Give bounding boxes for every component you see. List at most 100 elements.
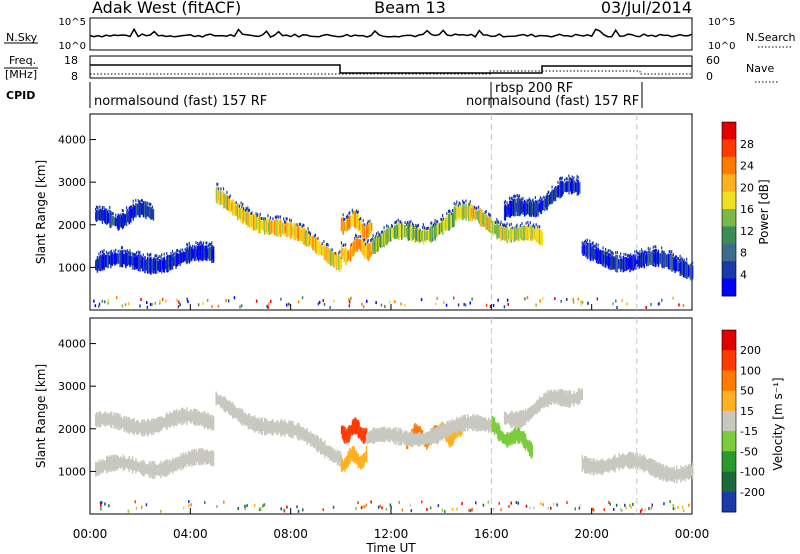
- power-trace-mark: [651, 251, 653, 265]
- power-trace-mark: [551, 189, 553, 204]
- power-trace-edge: [421, 226, 424, 230]
- power-trace-mark: [109, 255, 111, 264]
- power-trace-edge: [539, 225, 541, 229]
- velocity-trace-mark: [472, 414, 474, 431]
- power-trace-mark: [331, 252, 334, 265]
- power-trace-mark: [165, 260, 167, 269]
- power-trace-edge: [432, 224, 434, 227]
- power-trace-edge: [568, 174, 570, 178]
- velocity-trace-mark: [344, 426, 346, 444]
- velocity-trace-mark: [585, 456, 587, 474]
- velocity-trace-mark: [115, 416, 117, 426]
- velocity-trace-mark: [220, 394, 222, 409]
- velocity-trace-mark: [241, 408, 243, 426]
- power-trace-edge: [199, 241, 201, 245]
- velocity-trace-mark: [568, 390, 570, 408]
- velocity-trace-mark: [146, 423, 148, 432]
- nave-tick-top: 60: [706, 54, 720, 67]
- velocity-trace-mark: [692, 462, 694, 479]
- power-trace-mark: [565, 181, 568, 193]
- power-trace-mark: [634, 254, 636, 270]
- velocity-trace-mark: [193, 449, 196, 466]
- velocity-ytick-label: 2000: [58, 423, 86, 436]
- velocity-trace-mark: [139, 423, 141, 433]
- velocity-trace-mark: [544, 392, 547, 407]
- power-trace-edge: [367, 220, 369, 224]
- velocity-trace-mark: [610, 459, 612, 471]
- power-trace-mark: [326, 246, 329, 263]
- velocity-noise-mark: [625, 506, 627, 510]
- velocity-noise-mark: [663, 502, 665, 506]
- velocity-trace-mark: [196, 452, 198, 462]
- velocity-trace-mark: [219, 395, 222, 407]
- velocity-trace-mark: [341, 425, 344, 439]
- velocity-trace-mark: [285, 422, 288, 435]
- power-trace-edge: [565, 177, 567, 181]
- power-colorbar-swatch: [722, 139, 736, 158]
- power-trace-edge: [630, 253, 632, 257]
- power-noise-mark: [682, 303, 685, 307]
- velocity-noise-mark: [188, 504, 190, 508]
- power-trace-mark: [541, 232, 543, 245]
- power-trace-mark: [231, 202, 233, 211]
- power-noise-mark: [443, 301, 445, 305]
- power-trace-mark: [340, 245, 343, 259]
- power-trace-edge: [458, 201, 460, 205]
- power-trace-mark: [233, 203, 235, 214]
- power-trace-mark: [411, 226, 414, 241]
- velocity-trace-mark: [447, 423, 450, 435]
- power-trace-edge: [120, 213, 122, 217]
- velocity-trace-mark: [335, 453, 338, 462]
- power-trace-mark: [652, 249, 655, 267]
- velocity-trace-mark: [309, 433, 311, 443]
- velocity-trace-mark: [167, 415, 170, 426]
- power-trace-edge: [192, 244, 194, 248]
- nsky-tick-bottom: 10^0: [59, 41, 86, 52]
- velocity-noise-mark: [280, 507, 282, 511]
- power-trace-mark: [297, 225, 299, 242]
- power-trace-edge: [122, 209, 124, 213]
- power-trace-edge: [309, 231, 311, 235]
- velocity-noise-mark: [632, 502, 634, 506]
- power-trace-mark: [410, 224, 412, 242]
- velocity-trace-mark: [195, 410, 197, 424]
- velocity-trace-mark: [234, 407, 237, 418]
- velocity-trace-mark: [658, 462, 661, 480]
- power-trace-edge: [142, 253, 144, 257]
- velocity-noise-mark: [592, 508, 595, 512]
- power-trace-mark: [120, 250, 123, 268]
- velocity-trace-mark: [446, 421, 448, 439]
- velocity-trace-mark: [489, 419, 492, 432]
- power-trace-edge: [685, 261, 687, 265]
- power-trace-mark: [552, 189, 554, 203]
- power-trace-mark: [162, 258, 165, 272]
- power-trace-edge: [245, 206, 247, 210]
- power-trace-mark: [659, 252, 661, 265]
- velocity-trace-mark: [306, 427, 309, 445]
- velocity-trace-mark: [123, 415, 125, 432]
- power-trace-mark: [137, 254, 140, 271]
- velocity-trace-mark: [210, 416, 212, 428]
- velocity-trace-mark: [526, 440, 528, 449]
- velocity-noise-mark: [441, 508, 444, 512]
- power-trace-mark: [128, 255, 130, 265]
- power-trace-mark: [224, 194, 227, 209]
- power-trace-edge: [494, 221, 496, 225]
- power-trace-mark: [628, 258, 630, 269]
- velocity-trace-mark: [253, 415, 256, 433]
- power-trace-mark: [598, 251, 600, 262]
- power-trace-mark: [198, 246, 201, 259]
- velocity-trace-mark: [282, 421, 284, 435]
- power-trace-edge: [564, 178, 566, 182]
- power-trace-edge: [259, 212, 261, 216]
- velocity-trace-mark: [154, 419, 156, 433]
- velocity-trace-mark: [136, 462, 139, 471]
- power-trace-mark: [672, 257, 675, 271]
- power-trace-mark: [205, 245, 207, 261]
- velocity-colorbar-frame: [721, 329, 737, 513]
- velocity-trace-mark: [322, 441, 324, 455]
- power-trace-mark: [277, 219, 279, 237]
- power-trace-mark: [559, 180, 562, 199]
- power-trace-mark: [449, 214, 451, 229]
- power-trace-mark: [503, 227, 506, 241]
